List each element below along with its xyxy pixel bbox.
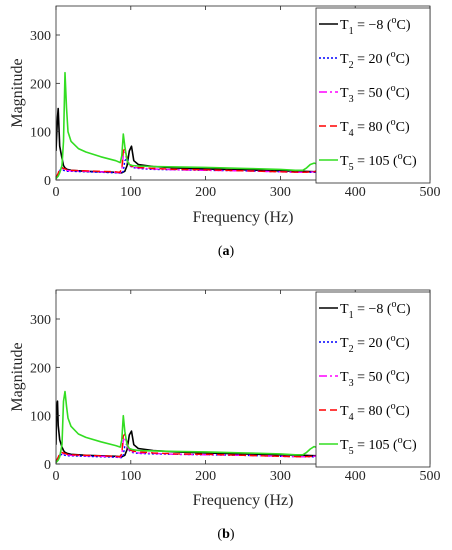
x-tick-label: 500 xyxy=(420,185,441,200)
panel-b: 0 100 200 300 400 500 0 100 200 300 Frequency (Hz)… xyxy=(9,289,441,542)
x-tick-label: 0 xyxy=(53,185,60,200)
series-line-t4 xyxy=(56,147,430,178)
y-tick-label: 200 xyxy=(30,361,51,376)
legend-entry-t1: T1 = −8 (oC) xyxy=(340,15,411,37)
x-tick-label: 100 xyxy=(120,185,141,200)
panel-caption: (a) xyxy=(218,244,235,259)
y-tick-label: 200 xyxy=(30,77,51,92)
x-tick-label: 400 xyxy=(345,185,366,200)
y-axis-label: Magnitude xyxy=(9,342,26,411)
x-tick-label: 0 xyxy=(53,469,60,484)
panel-caption: (b) xyxy=(217,527,234,542)
legend-entry-t3: T3 = 50 (oC) xyxy=(340,367,410,389)
y-tick-label: 300 xyxy=(30,313,51,328)
legend-entry-t3: T3 = 50 (oC) xyxy=(340,83,410,105)
x-tick-label: 200 xyxy=(195,469,216,484)
y-axis-label: Magnitude xyxy=(9,58,26,127)
legend-entry-t4: T4 = 80 (oC) xyxy=(340,117,410,139)
legend-box xyxy=(315,7,431,184)
legend-entry-t2: T2 = 20 (oC) xyxy=(340,333,410,355)
x-tick-label: 100 xyxy=(120,469,141,484)
x-tick-label: 300 xyxy=(270,185,291,200)
y-tick-label: 0 xyxy=(44,458,51,473)
y-tick-label: 100 xyxy=(30,410,51,425)
y-tick-label: 300 xyxy=(30,29,51,44)
x-tick-label: 300 xyxy=(270,469,291,484)
x-axis-label: Frequency (Hz) xyxy=(193,209,294,226)
legend: T1 = −8 (oC) T2 = 20 (oC) T3 = 50 (oC) T4 =… xyxy=(315,291,431,468)
x-axis-label: Frequency (Hz) xyxy=(193,492,294,509)
legend-entry-t1: T1 = −8 (oC) xyxy=(340,299,411,321)
legend-entry-t4: T4 = 80 (oC) xyxy=(340,401,410,423)
legend-entry-t5: T5 = 105 (oC) xyxy=(340,151,417,173)
series-line-t5 xyxy=(56,71,430,180)
x-tick-label: 500 xyxy=(420,469,441,484)
x-tick-label: 400 xyxy=(345,469,366,484)
y-tick-label: 100 xyxy=(30,126,51,141)
legend: T1 = −8 (oC) T2 = 20 (oC) T3 = 50 (oC) T4 =… xyxy=(315,7,431,184)
legend-entry-t5: T5 = 105 (oC) xyxy=(340,435,417,457)
legend-entry-t2: T2 = 20 (oC) xyxy=(340,49,410,71)
x-tick-label: 200 xyxy=(195,185,216,200)
series-line-t5 xyxy=(56,390,430,464)
legend-box xyxy=(315,291,431,468)
y-tick-label: 0 xyxy=(44,174,51,189)
panel-a: 0 100 200 300 400 500 0 100 200 300 Frequency (Hz)… xyxy=(9,5,441,259)
